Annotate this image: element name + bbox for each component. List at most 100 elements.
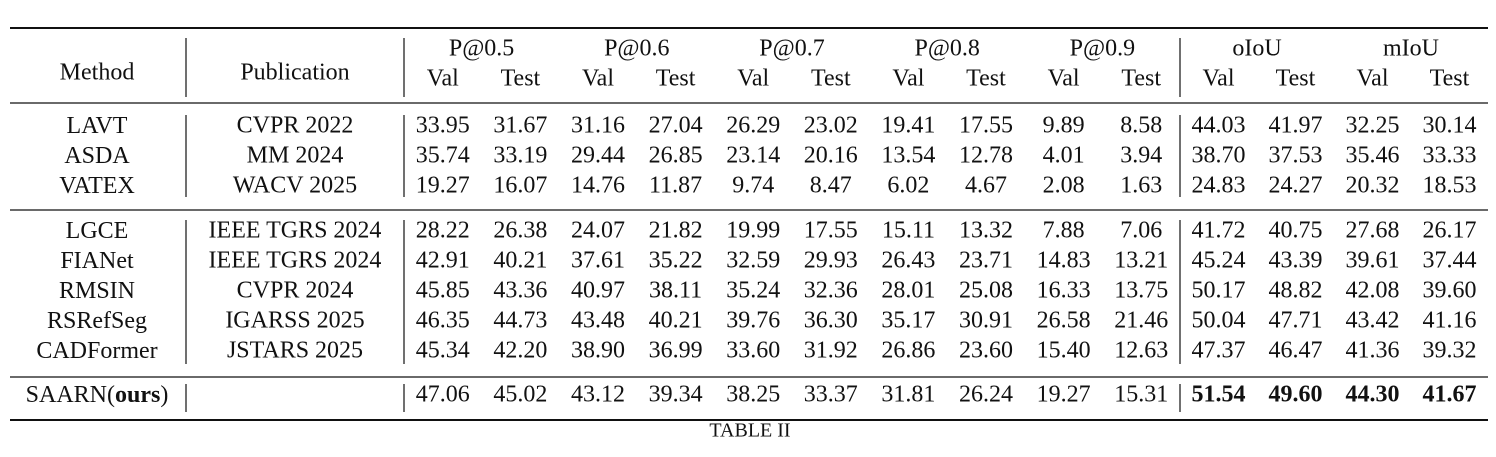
cell: 41.36 bbox=[1346, 338, 1400, 364]
cell: 31.67 bbox=[493, 113, 547, 139]
cell: 36.30 bbox=[804, 308, 858, 334]
cell: 1.63 bbox=[1120, 173, 1162, 199]
sub-header: Test bbox=[1121, 66, 1161, 92]
cell: 19.41 bbox=[881, 113, 935, 139]
cell: 35.22 bbox=[649, 248, 703, 274]
cell: 4.67 bbox=[965, 173, 1007, 199]
cell: 18.53 bbox=[1423, 173, 1477, 199]
publication: CVPR 2022 bbox=[237, 113, 354, 139]
cell: 27.04 bbox=[649, 113, 703, 139]
sub-header: Val bbox=[1048, 66, 1080, 92]
method: RSRefSeg bbox=[47, 308, 147, 334]
cell: 19.99 bbox=[726, 218, 780, 244]
cell: 2.08 bbox=[1043, 173, 1085, 199]
cell: 38.25 bbox=[726, 382, 780, 408]
cell: 39.61 bbox=[1346, 248, 1400, 274]
cell: 33.37 bbox=[804, 382, 858, 408]
cell: 24.07 bbox=[571, 218, 625, 244]
cell: 51.54 bbox=[1192, 382, 1246, 408]
method: CADFormer bbox=[36, 338, 157, 364]
cell: 47.71 bbox=[1269, 308, 1323, 334]
cell: 35.46 bbox=[1346, 143, 1400, 169]
cell: 23.71 bbox=[959, 248, 1013, 274]
cell: 37.44 bbox=[1423, 248, 1477, 274]
column-header: Publication bbox=[240, 60, 349, 86]
sub-header: Test bbox=[656, 66, 696, 92]
cell: 27.68 bbox=[1346, 218, 1400, 244]
cell: 33.19 bbox=[493, 143, 547, 169]
cell: 7.06 bbox=[1120, 218, 1162, 244]
cell: 14.76 bbox=[571, 173, 625, 199]
cell: 38.11 bbox=[649, 278, 702, 304]
publication: WACV 2025 bbox=[233, 173, 357, 199]
sub-header: Test bbox=[1430, 66, 1470, 92]
cell: 13.21 bbox=[1114, 248, 1168, 274]
cell: 50.17 bbox=[1192, 278, 1246, 304]
cell: 7.88 bbox=[1043, 218, 1085, 244]
cell: 26.58 bbox=[1037, 308, 1091, 334]
cell: 4.01 bbox=[1043, 143, 1085, 169]
cell: 15.11 bbox=[882, 218, 935, 244]
method-part: RSRefSeg bbox=[47, 308, 147, 334]
cell: 49.60 bbox=[1269, 382, 1323, 408]
publication: JSTARS 2025 bbox=[227, 338, 363, 364]
cell: 9.74 bbox=[732, 173, 774, 199]
method: RMSIN bbox=[59, 278, 135, 304]
method: LAVT bbox=[67, 113, 128, 139]
cell: 40.97 bbox=[571, 278, 625, 304]
method-part: FIANet bbox=[60, 248, 134, 274]
sub-header: Test bbox=[1276, 66, 1316, 92]
cell: 15.40 bbox=[1037, 338, 1091, 364]
method-part: CADFormer bbox=[36, 338, 157, 364]
cell: 29.44 bbox=[571, 143, 625, 169]
cell: 35.24 bbox=[726, 278, 780, 304]
method-part: ours bbox=[115, 382, 160, 408]
sub-header: Test bbox=[811, 66, 851, 92]
cell: 26.38 bbox=[493, 218, 547, 244]
cell: 11.87 bbox=[649, 173, 702, 199]
cell: 42.20 bbox=[493, 338, 547, 364]
column-header: Method bbox=[60, 60, 135, 86]
method-part: ) bbox=[160, 382, 168, 408]
cell: 31.81 bbox=[881, 382, 935, 408]
cell: 8.47 bbox=[810, 173, 852, 199]
method: SAARN(ours) bbox=[26, 382, 169, 408]
cell: 29.93 bbox=[804, 248, 858, 274]
cell: 13.32 bbox=[959, 218, 1013, 244]
cell: 45.85 bbox=[416, 278, 470, 304]
cell: 44.30 bbox=[1346, 382, 1400, 408]
group-header: P@0.5 bbox=[449, 36, 514, 62]
cell: 26.29 bbox=[726, 113, 780, 139]
cell: 17.55 bbox=[959, 113, 1013, 139]
cell: 40.21 bbox=[649, 308, 703, 334]
cell: 31.92 bbox=[804, 338, 858, 364]
cell: 39.34 bbox=[649, 382, 703, 408]
cell: 43.48 bbox=[571, 308, 625, 334]
cell: 45.34 bbox=[416, 338, 470, 364]
group-header: oIoU bbox=[1232, 36, 1281, 62]
cell: 48.82 bbox=[1269, 278, 1323, 304]
method: LGCE bbox=[66, 218, 129, 244]
cell: 3.94 bbox=[1120, 143, 1162, 169]
cell: 30.14 bbox=[1423, 113, 1477, 139]
cell: 42.91 bbox=[416, 248, 470, 274]
sub-header: Val bbox=[892, 66, 924, 92]
cell: 50.04 bbox=[1192, 308, 1246, 334]
cell: 30.91 bbox=[959, 308, 1013, 334]
cell: 40.75 bbox=[1269, 218, 1323, 244]
method: VATEX bbox=[59, 173, 135, 199]
cell: 41.16 bbox=[1423, 308, 1477, 334]
cell: 28.01 bbox=[881, 278, 935, 304]
cell: 33.60 bbox=[726, 338, 780, 364]
sub-header: Test bbox=[501, 66, 541, 92]
cell: 13.54 bbox=[881, 143, 935, 169]
cell: 37.53 bbox=[1269, 143, 1323, 169]
cell: 43.42 bbox=[1346, 308, 1400, 334]
cell: 35.74 bbox=[416, 143, 470, 169]
cell: 43.12 bbox=[571, 382, 625, 408]
cell: 16.33 bbox=[1037, 278, 1091, 304]
cell: 46.35 bbox=[416, 308, 470, 334]
publication: CVPR 2024 bbox=[237, 278, 354, 304]
cell: 26.85 bbox=[649, 143, 703, 169]
